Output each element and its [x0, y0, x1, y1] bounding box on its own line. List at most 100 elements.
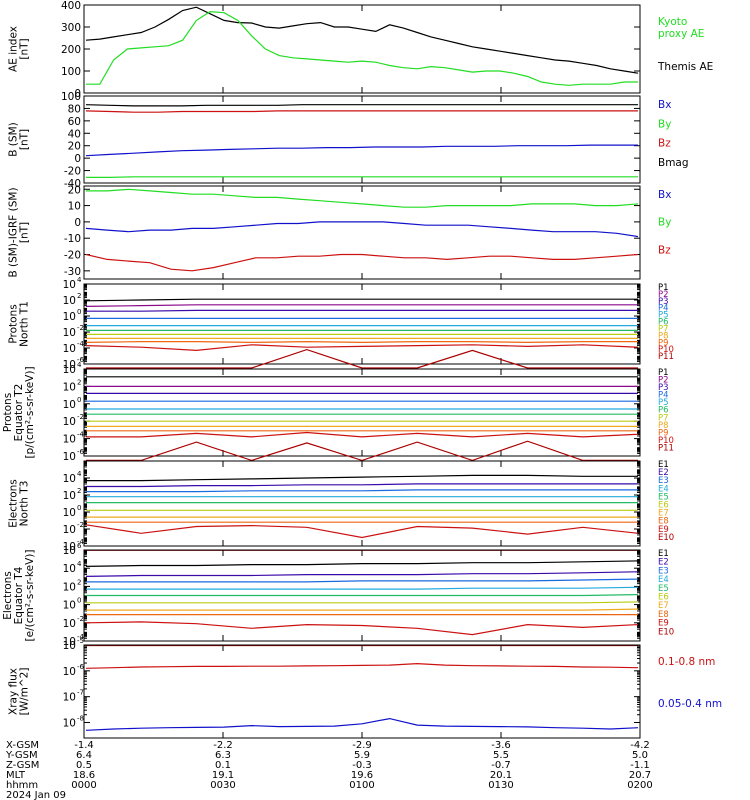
y-tick-label-pn: 10 — [63, 327, 76, 339]
series-line-bsm-Bmag — [85, 104, 638, 107]
series-line-ee-E6 — [86, 601, 639, 604]
legend-entry-xray: 0.1-0.8 nm — [658, 656, 715, 668]
time-axis-value: 18.6 — [73, 770, 95, 781]
y-tick-label-bsm: -40 — [64, 178, 81, 190]
y-tick-label-pe: 10 — [63, 399, 76, 411]
y-tick-label-ee: 10 — [63, 581, 76, 593]
legend-entry-en: E4 — [658, 484, 669, 494]
y-tick-exponent-ee: -2 — [77, 615, 84, 623]
y-tick-exponent-pe: 2 — [77, 378, 81, 386]
y-tick-exponent-ee: 0 — [77, 597, 81, 605]
y-tick-exponent-en: -2 — [77, 521, 84, 529]
panel-frame-pn — [83, 283, 641, 365]
legend-entry-pn: P2 — [658, 290, 669, 300]
y-tick-label-en: 10 — [63, 524, 76, 536]
legend-entry-pn: P3 — [658, 297, 669, 307]
y-tick-label-bigrf: 10 — [68, 201, 81, 213]
y-tick-label-pe: 10 — [63, 381, 76, 393]
time-axis-value: 6.3 — [215, 750, 231, 761]
y-axis-label-pe: ProtonsEquator T2[p/(cm²-s-sr-keV)] — [2, 366, 36, 458]
panel-frame-en — [83, 460, 641, 547]
series-line-ee-E5 — [86, 594, 639, 597]
y-tick-exponent-en: 2 — [77, 487, 81, 495]
legend-entry-pn: P6 — [658, 318, 669, 328]
series-line-en-E3 — [86, 489, 638, 493]
time-axis-value: -2.9 — [352, 740, 372, 751]
legend-entry-pn: P4 — [658, 304, 669, 314]
y-axis-label-line: Electrons — [8, 479, 20, 528]
time-axis-value: 20.7 — [629, 770, 651, 781]
y-tick-label-pe: 10 — [63, 434, 76, 446]
y-axis-label-line: AE index — [8, 26, 20, 72]
y-axis-label-line: North T1 — [19, 301, 31, 347]
time-axis-value: 0.5 — [76, 760, 92, 771]
legend-entry-pe: P2 — [658, 376, 669, 386]
legend-entry-ee: E10 — [658, 627, 674, 637]
y-tick-label-pn: 10 — [63, 311, 76, 323]
y-axis-label-line: Protons — [2, 393, 14, 432]
legend-entry-pn: P11 — [658, 352, 674, 362]
series-line-bigrf-Bz — [85, 253, 639, 272]
series-line-bigrf-By — [86, 188, 639, 208]
series-line-bsm-Bx — [85, 144, 638, 157]
series-line-pn-P11 — [86, 348, 638, 369]
legend-entry-ee: E7 — [658, 601, 669, 611]
y-axis-label-line: [nT] — [19, 222, 31, 243]
series-line-ee-E9 — [85, 621, 639, 636]
y-tick-label-ee: 10 — [63, 600, 76, 612]
legend-entry-ee: E5 — [658, 584, 669, 594]
y-tick-exponent-xray: -8 — [77, 715, 84, 723]
legend-entry-en: E3 — [658, 476, 669, 486]
legend-entry-bsm: By — [658, 118, 671, 130]
y-tick-exponent-pn: 0 — [77, 308, 81, 316]
legend-entry-en: E1 — [658, 460, 669, 470]
legend-entry-en: E5 — [658, 492, 669, 502]
y-tick-label-pn: 10 — [63, 279, 76, 291]
y-axis-label-line: B (SM)-IGRF (SM) — [8, 187, 20, 277]
series-line-en-E2 — [86, 483, 638, 488]
time-axis-row-label: MLT — [6, 770, 26, 781]
y-tick-label-bigrf: 20 — [68, 184, 81, 196]
legend-entry-pn: P8 — [658, 331, 669, 341]
y-tick-label-bigrf: 0 — [74, 217, 81, 229]
time-axis-value: 0100 — [349, 780, 374, 791]
time-axis-value: 0030 — [210, 780, 235, 791]
y-axis-label-ee: ElectronsEquator T4[e/(cm²-s-sr-keV)] — [2, 550, 36, 642]
series-line-pn-P1 — [85, 298, 638, 302]
y-tick-label-ae: 300 — [61, 22, 81, 34]
time-axis-value: 0200 — [627, 780, 652, 791]
y-tick-label-bsm: 0 — [74, 153, 81, 165]
y-tick-exponent-pe: 4 — [77, 361, 82, 369]
y-tick-label-bigrf: -20 — [64, 250, 81, 262]
series-line-pn-P10 — [85, 344, 639, 352]
y-axis-label-line: B (SM) — [8, 122, 20, 156]
legend-entry-pe: P6 — [658, 406, 669, 416]
legend-entry-pe: P5 — [658, 398, 669, 408]
legend-entry-bsm: Bz — [658, 138, 671, 150]
series-line-pn-P3 — [86, 309, 638, 312]
legend-entry-en: E10 — [658, 533, 674, 543]
y-tick-label-xray: 10 — [63, 666, 76, 678]
y-axis-label-en: ElectronsNorth T3 — [8, 479, 31, 528]
y-tick-exponent-pn: 2 — [77, 292, 81, 300]
y-tick-exponent-en: 0 — [77, 504, 81, 512]
legend-entry-bigrf: By — [658, 217, 671, 229]
panel-frame-ae — [83, 4, 641, 94]
y-tick-exponent-xray: -7 — [77, 689, 84, 697]
series-line-xray-0.05-0.4-nm — [85, 717, 639, 731]
legend-entry-pn: P9 — [658, 338, 669, 348]
legend-entry-pe: P8 — [658, 421, 669, 431]
y-tick-label-bsm: 40 — [68, 128, 81, 140]
time-axis-value: -3.6 — [491, 740, 511, 751]
time-axis-row-label: hhmm — [6, 780, 38, 791]
legend-entry-pe: P1 — [658, 368, 669, 378]
y-axis-label-line: [nT] — [19, 129, 31, 150]
y-tick-exponent-pn: -6 — [77, 356, 85, 364]
y-tick-exponent-en: 4 — [77, 470, 82, 478]
y-axis-label-bsm: B (SM)[nT] — [8, 122, 31, 156]
y-tick-label-pe: 10 — [63, 364, 76, 376]
legend-entry-en: E8 — [658, 517, 669, 527]
series-line-ae-Themis-AE — [85, 6, 639, 74]
series-line-xray-0.1-0.8-nm — [85, 662, 639, 669]
time-axis-row-label: X-GSM — [6, 740, 39, 751]
